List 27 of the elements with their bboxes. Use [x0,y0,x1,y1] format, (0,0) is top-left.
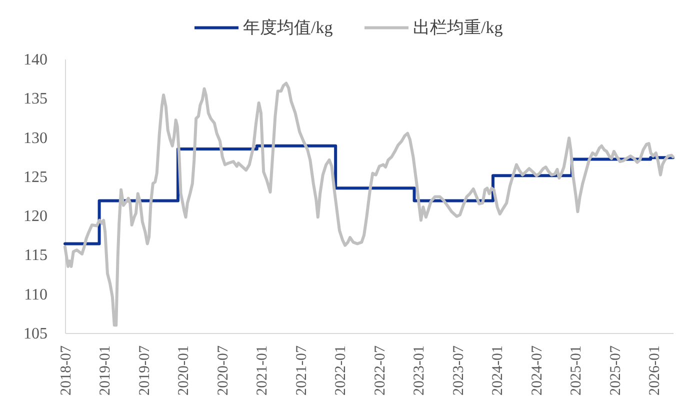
x-tick-label: 2021-01 [254,346,271,396]
y-tick-label: 110 [24,286,48,304]
y-tick-label: 125 [24,168,48,186]
y-tick-label: 130 [24,130,48,147]
x-tick-label: 2022-07 [372,345,388,396]
x-tick-label: 2020-07 [215,345,232,396]
x-tick-label: 2024-07 [529,345,546,396]
x-tick-label: 2019-07 [136,345,153,396]
x-tick-label: 2020-01 [176,346,192,396]
x-tick-label: 2018-07 [58,345,74,396]
x-tick-label: 2023-01 [412,346,428,396]
y-tick-label: 105 [24,326,48,342]
x-tick-label: 2023-07 [450,345,467,396]
x-tick-label: 2025-01 [568,346,585,396]
x-tick-label: 2026-01 [647,346,664,396]
x-tick-label: 2024-01 [490,346,506,396]
line-series [64,82,674,327]
y-tick-label: 135 [24,90,48,108]
x-tick-label: 2022-01 [333,346,350,396]
y-tick-label: 120 [24,208,48,226]
x-tick-label: 2019-01 [98,346,114,396]
y-tick-label: 140 [24,52,48,68]
y-tick-label: 115 [24,247,48,264]
x-tick-label: 2025-07 [608,345,624,396]
x-tick-label: 2021-07 [294,345,310,396]
legend-label: 年度均值/kg [243,18,334,37]
legend-label: 出栏均重/kg [413,18,504,37]
